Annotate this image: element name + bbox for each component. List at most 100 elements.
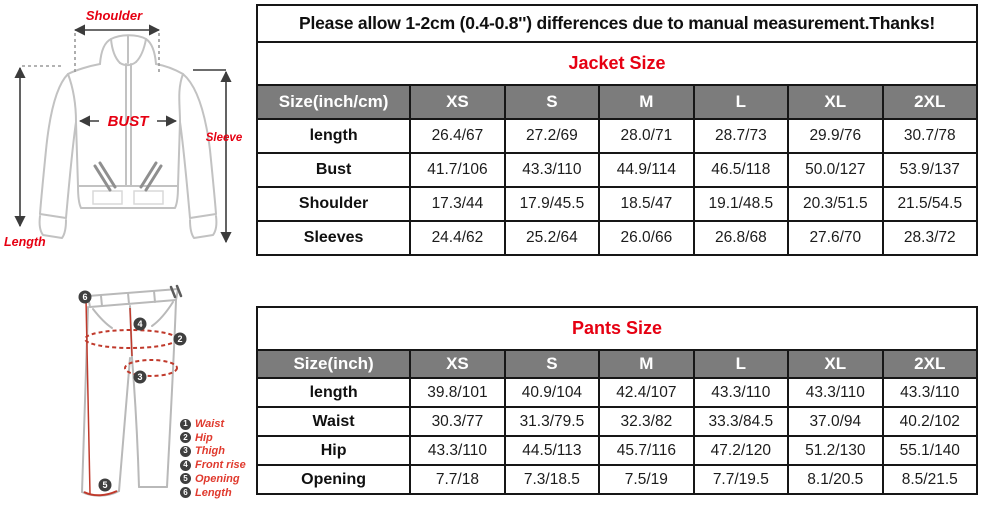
size-value-cell: 41.7/106 xyxy=(409,152,506,188)
size-column-header: 2XL xyxy=(881,349,979,379)
legend-number-badge: 4 xyxy=(180,459,191,471)
measurement-row-label: length xyxy=(255,118,412,154)
size-value-cell: 42.4/107 xyxy=(598,377,695,408)
belt-tip-marks xyxy=(169,284,183,299)
size-value-cell: 47.2/120 xyxy=(692,435,790,466)
size-value-cell: 39.8/101 xyxy=(409,377,506,408)
size-column-header: M xyxy=(598,349,695,379)
legend-number-badge: 6 xyxy=(180,487,191,499)
size-value-cell: 40.2/102 xyxy=(881,406,979,437)
size-value-cell: 29.9/76 xyxy=(787,118,884,154)
legend-label: Opening xyxy=(195,472,240,485)
pants-table-header-row: Size(inch) XS S M L XL 2XL xyxy=(255,349,979,379)
measurement-row: Hip 43.3/110 44.5/113 45.7/116 47.2/120 51.2/… xyxy=(255,435,979,466)
size-value-cell: 40.9/104 xyxy=(503,377,601,408)
size-value-cell: 32.3/82 xyxy=(598,406,695,437)
size-value-cell: 25.2/64 xyxy=(503,220,601,256)
size-value-cell: 45.7/116 xyxy=(598,435,695,466)
size-column-header: L xyxy=(692,84,790,120)
jacket-bust-label: BUST xyxy=(108,113,151,130)
size-value-cell: 7.3/18.5 xyxy=(503,464,601,495)
measurement-row-label: Waist xyxy=(255,406,412,437)
legend-number-badge: 5 xyxy=(180,473,191,485)
jacket-size-table: Size(inch/cm) XS S M L XL 2XL length 26.4/67 27.… xyxy=(255,84,979,256)
pants-size-title: Pants Size xyxy=(256,306,978,351)
size-value-cell: 7.7/18 xyxy=(409,464,506,495)
measurement-row-label: length xyxy=(255,377,412,408)
size-value-cell: 50.0/127 xyxy=(787,152,884,188)
pants-size-table: Size(inch) XS S M L XL 2XL length 39.8/101 40.9/… xyxy=(255,349,979,495)
legend-label: Hip xyxy=(195,431,213,444)
pants-measurement-lines xyxy=(83,298,178,497)
size-unit-header: Size(inch) xyxy=(255,349,412,379)
size-value-cell: 7.5/19 xyxy=(598,464,695,495)
pants-legend: 1 Waist 2 Hip 3 Thigh 4 Front rise 5 Opening 6 Leng… xyxy=(180,418,246,499)
measurement-row: Waist 30.3/77 31.3/79.5 32.3/82 33.3/84.5 37.… xyxy=(255,406,979,437)
legend-number-badge: 2 xyxy=(180,432,191,444)
size-column-header: XL xyxy=(787,84,884,120)
jacket-size-title: Jacket Size xyxy=(256,41,978,86)
measurement-row-label: Shoulder xyxy=(255,186,412,222)
jacket-length-label: Length xyxy=(4,235,46,249)
size-column-header: XS xyxy=(409,84,506,120)
measurement-row: Opening 7.7/18 7.3/18.5 7.5/19 7.7/19.5 8.1/2… xyxy=(255,464,979,495)
size-value-cell: 53.9/137 xyxy=(881,152,979,188)
measurement-row: Sleeves 24.4/62 25.2/64 26.0/66 26.8/68 27.6/… xyxy=(255,220,979,256)
pants-measurement-diagram: 6 4 2 3 5 xyxy=(78,284,187,497)
jacket-table-header-row: Size(inch/cm) XS S M L XL 2XL xyxy=(255,84,979,120)
measurement-row: length 26.4/67 27.2/69 28.0/71 28.7/73 29.9/7… xyxy=(255,118,979,154)
pants-legend-item: 4 Front rise xyxy=(180,459,246,471)
size-value-cell: 33.3/84.5 xyxy=(692,406,790,437)
jacket-measurement-lines xyxy=(14,24,232,244)
front-rise-marker: 4 xyxy=(137,319,142,329)
thigh-marker: 3 xyxy=(137,372,142,382)
pants-size-section: Pants Size Size(inch) XS S M L XL 2XL length 39… xyxy=(255,306,979,495)
jacket-hem-details xyxy=(92,190,164,205)
pants-legend-item: 2 Hip xyxy=(180,432,246,444)
size-value-cell: 43.3/110 xyxy=(881,377,979,408)
size-value-cell: 26.8/68 xyxy=(692,220,790,256)
legend-label: Length xyxy=(195,486,232,499)
size-column-header: XL xyxy=(787,349,884,379)
opening-marker: 5 xyxy=(102,480,107,490)
measurement-row-label: Opening xyxy=(255,464,412,495)
size-tables-column: Please allow 1-2cm (0.4-0.8'') differenc… xyxy=(255,4,979,495)
pants-marker-badges: 6 4 2 3 5 xyxy=(78,290,187,492)
size-value-cell: 43.3/110 xyxy=(409,435,506,466)
pants-legend-item: 3 Thigh xyxy=(180,445,246,457)
measurement-notice-banner: Please allow 1-2cm (0.4-0.8'') differenc… xyxy=(256,4,978,43)
size-value-cell: 20.3/51.5 xyxy=(787,186,884,222)
jacket-measurement-diagram: Shoulder BUST Sleeve Length xyxy=(4,8,243,249)
legend-label: Waist xyxy=(195,418,225,431)
size-value-cell: 27.6/70 xyxy=(787,220,884,256)
size-value-cell: 44.9/114 xyxy=(598,152,695,188)
size-value-cell: 43.3/110 xyxy=(503,152,601,188)
size-column-header: XS xyxy=(409,349,506,379)
measurement-row-label: Bust xyxy=(255,152,412,188)
jacket-size-section: Jacket Size Size(inch/cm) XS S M L XL 2XL leng… xyxy=(255,41,979,256)
pants-legend-item: 5 Opening xyxy=(180,473,246,485)
measurement-row: Shoulder 17.3/44 17.9/45.5 18.5/47 19.1/48.5… xyxy=(255,186,979,222)
measurement-row: length 39.8/101 40.9/104 42.4/107 43.3/110 43… xyxy=(255,377,979,408)
size-value-cell: 7.7/19.5 xyxy=(692,464,790,495)
size-value-cell: 31.3/79.5 xyxy=(503,406,601,437)
size-column-header: L xyxy=(692,349,790,379)
pants-legend-item: 1 Waist xyxy=(180,418,246,430)
size-column-header: M xyxy=(598,84,695,120)
size-value-cell: 55.1/140 xyxy=(881,435,979,466)
measurement-row: Bust 41.7/106 43.3/110 44.9/114 46.5/118 50.0… xyxy=(255,152,979,188)
length-marker: 6 xyxy=(82,292,87,302)
size-column-header: 2XL xyxy=(881,84,979,120)
size-value-cell: 28.7/73 xyxy=(692,118,790,154)
size-value-cell: 28.3/72 xyxy=(881,220,979,256)
size-value-cell: 28.0/71 xyxy=(598,118,695,154)
jacket-shoulder-label: Shoulder xyxy=(86,8,143,23)
size-value-cell: 30.7/78 xyxy=(881,118,979,154)
size-value-cell: 17.9/45.5 xyxy=(503,186,601,222)
size-value-cell: 44.5/113 xyxy=(503,435,601,466)
legend-label: Thigh xyxy=(195,445,225,458)
size-value-cell: 46.5/118 xyxy=(692,152,790,188)
legend-number-badge: 1 xyxy=(180,418,191,430)
size-value-cell: 8.5/21.5 xyxy=(881,464,979,495)
